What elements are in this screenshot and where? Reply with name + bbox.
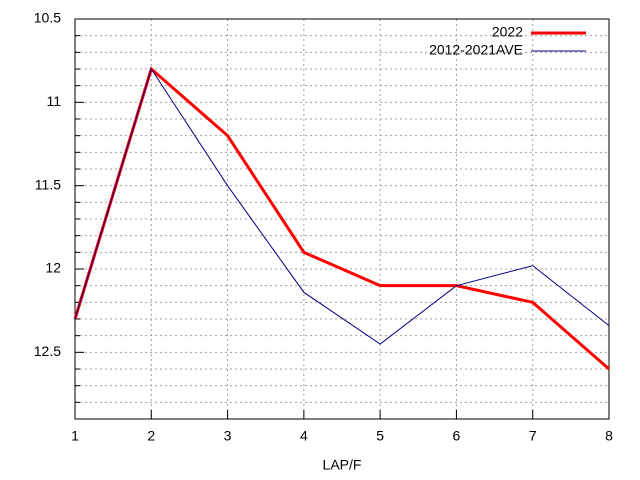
x-tick-label: 3 [224, 428, 232, 444]
y-tick-label: 11.5 [35, 176, 61, 192]
x-tick-label: 5 [376, 428, 384, 444]
x-tick-label: 7 [529, 428, 537, 444]
y-tick-label: 12 [45, 260, 61, 276]
x-tick-label: 2 [147, 428, 155, 444]
y-tick-label: 12.5 [34, 343, 61, 359]
data-line [73, 66, 610, 371]
x-axis-label: LAP/F [323, 457, 362, 473]
legend-label: 2012-2021AVE [429, 42, 523, 58]
x-tick-label: 8 [605, 428, 613, 444]
x-tick-label: 1 [71, 428, 79, 444]
data-line [74, 67, 610, 345]
y-tick-label: 11 [46, 93, 61, 109]
y-tick-label: 10.5 [34, 10, 61, 26]
plot-frame [74, 18, 610, 420]
x-tick-label: 4 [300, 428, 308, 444]
x-tick-label: 6 [453, 428, 461, 444]
legend-label: 2022 [492, 24, 523, 40]
